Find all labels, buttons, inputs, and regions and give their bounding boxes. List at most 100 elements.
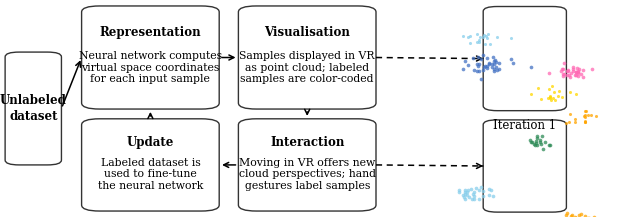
Point: [532, 134, 543, 138]
Point: [580, 120, 591, 123]
Point: [467, 56, 477, 59]
Point: [486, 189, 496, 192]
Point: [468, 193, 478, 196]
Point: [536, 143, 546, 146]
Point: [487, 65, 497, 68]
Point: [574, 67, 584, 71]
Point: [463, 35, 473, 38]
Point: [525, 92, 536, 96]
Point: [564, 75, 575, 79]
Text: Neural network computes
virtual space coordinates
for each input sample: Neural network computes virtual space co…: [79, 51, 222, 84]
Point: [524, 138, 534, 141]
Point: [476, 185, 486, 188]
Point: [468, 190, 479, 194]
Point: [474, 62, 484, 65]
Point: [472, 32, 483, 35]
Point: [494, 67, 504, 71]
Point: [548, 96, 558, 100]
Point: [526, 140, 536, 144]
Point: [554, 89, 564, 93]
Point: [473, 65, 483, 68]
Point: [571, 71, 581, 74]
Point: [508, 61, 518, 64]
Point: [482, 64, 492, 67]
Point: [460, 192, 470, 196]
Text: Samples displayed in VR
as point cloud; labeled
samples are color-coded: Samples displayed in VR as point cloud; …: [239, 51, 375, 84]
Point: [538, 147, 548, 151]
Point: [570, 73, 580, 77]
Point: [482, 66, 492, 69]
Point: [537, 134, 547, 138]
Point: [576, 72, 586, 75]
Point: [568, 67, 578, 71]
Point: [535, 141, 545, 144]
Point: [484, 42, 495, 45]
Point: [482, 36, 492, 40]
Text: Unlabeled
dataset: Unlabeled dataset: [0, 94, 67, 123]
Point: [580, 120, 590, 124]
Point: [532, 136, 543, 140]
Point: [587, 67, 597, 71]
Text: Moving in VR offers new
cloud perspectives; hand
gestures label samples: Moving in VR offers new cloud perspectiv…: [239, 158, 376, 191]
Point: [460, 197, 470, 200]
Point: [469, 68, 479, 72]
Point: [586, 113, 596, 117]
FancyBboxPatch shape: [82, 6, 219, 109]
Point: [563, 69, 573, 72]
Point: [536, 97, 546, 101]
Point: [562, 69, 572, 72]
Point: [480, 64, 490, 68]
Point: [462, 193, 472, 197]
Point: [566, 71, 576, 75]
Point: [563, 73, 573, 77]
Point: [488, 55, 498, 59]
Point: [550, 98, 560, 102]
Point: [484, 193, 495, 197]
Point: [530, 143, 540, 147]
Point: [573, 72, 583, 75]
Point: [525, 66, 536, 69]
Point: [568, 65, 579, 69]
Point: [566, 213, 577, 217]
Point: [582, 113, 593, 116]
Point: [543, 87, 554, 90]
Point: [460, 190, 470, 194]
Point: [454, 188, 464, 191]
Point: [483, 61, 493, 64]
Point: [576, 212, 586, 216]
Point: [489, 69, 499, 72]
Point: [578, 68, 588, 72]
Point: [546, 99, 556, 102]
Point: [529, 142, 540, 146]
Point: [580, 115, 591, 118]
Point: [481, 34, 491, 38]
Point: [578, 76, 588, 79]
Point: [558, 72, 568, 76]
Point: [573, 69, 583, 72]
Point: [473, 56, 483, 59]
Point: [580, 214, 591, 217]
Point: [463, 63, 473, 66]
Point: [570, 120, 580, 123]
Point: [477, 194, 488, 198]
Point: [557, 67, 568, 70]
Point: [584, 216, 595, 217]
Point: [591, 115, 601, 118]
Point: [487, 62, 497, 66]
Point: [481, 43, 491, 46]
Point: [561, 121, 571, 125]
Point: [492, 35, 502, 38]
Point: [488, 63, 499, 66]
Point: [479, 33, 489, 36]
Point: [474, 41, 484, 44]
Point: [477, 68, 488, 72]
Point: [489, 59, 499, 62]
Point: [571, 92, 581, 96]
FancyBboxPatch shape: [483, 120, 566, 212]
Point: [465, 41, 476, 45]
Point: [531, 139, 541, 143]
Point: [571, 70, 581, 74]
Point: [559, 72, 569, 76]
Point: [559, 62, 570, 65]
Point: [460, 59, 470, 63]
